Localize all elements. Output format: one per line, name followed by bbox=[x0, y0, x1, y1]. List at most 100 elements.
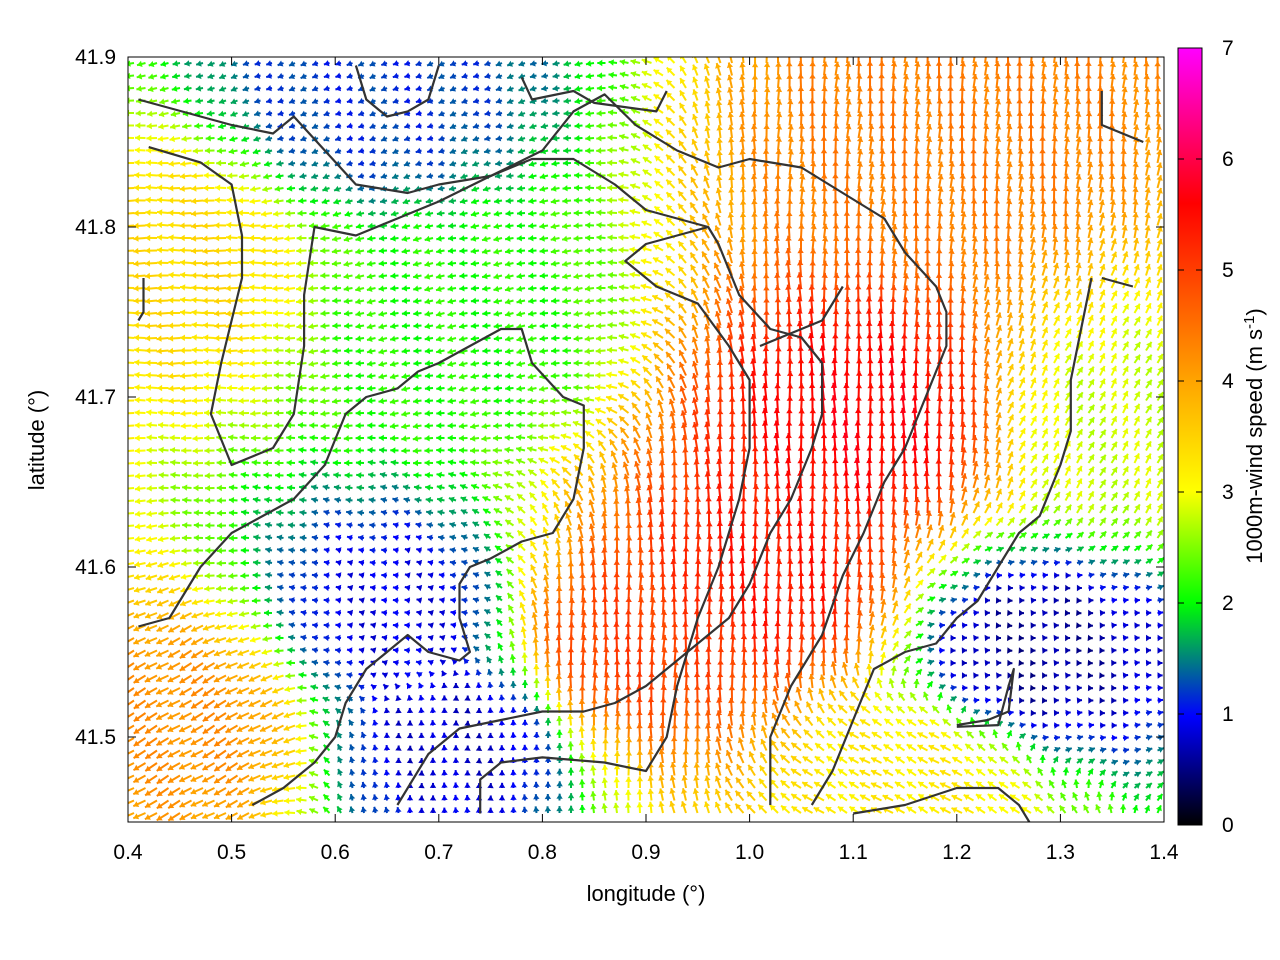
wind-arrow-head bbox=[960, 49, 966, 54]
wind-arrow bbox=[619, 71, 629, 78]
wind-arrow-head bbox=[1109, 61, 1116, 68]
wind-arrow-head bbox=[715, 63, 722, 69]
wind-arrow bbox=[254, 60, 261, 67]
wind-arrow-head bbox=[461, 72, 468, 79]
wind-arrow-head bbox=[122, 235, 127, 241]
wind-arrow bbox=[136, 85, 146, 92]
wind-arrow-head bbox=[641, 82, 648, 89]
wind-arrow bbox=[552, 60, 560, 67]
wind-arrow-head bbox=[983, 49, 989, 54]
wind-arrow bbox=[574, 85, 583, 92]
wind-arrow bbox=[754, 57, 757, 64]
wind-arrow-head bbox=[495, 73, 502, 79]
wind-arrow bbox=[552, 85, 560, 92]
wind-arrow-head bbox=[1028, 61, 1035, 67]
wind-arrow bbox=[563, 60, 572, 67]
wind-arrow bbox=[972, 49, 978, 64]
wind-arrow-head bbox=[1086, 49, 1092, 54]
wind-arrow bbox=[484, 72, 491, 79]
wind-arrow-head bbox=[518, 85, 525, 92]
wind-arrow-head bbox=[300, 73, 307, 79]
wind-arrow-head bbox=[172, 60, 179, 67]
wind-arrow bbox=[472, 60, 480, 67]
wind-arrow-head bbox=[495, 60, 502, 67]
wind-arrow bbox=[1085, 60, 1092, 76]
wind-arrow-head bbox=[855, 61, 863, 67]
wind-arrow-head bbox=[775, 49, 781, 54]
wind-arrow-head bbox=[666, 80, 673, 86]
wind-arrow bbox=[653, 69, 664, 77]
wind-arrow-head bbox=[219, 73, 226, 80]
wind-arrow-head bbox=[619, 83, 626, 91]
wind-arrow-head bbox=[323, 60, 330, 67]
wind-arrow-head bbox=[266, 60, 272, 67]
wind-arrow bbox=[357, 60, 365, 67]
wind-arrow-head bbox=[219, 85, 225, 92]
wind-arrow bbox=[597, 59, 606, 67]
wind-arrow bbox=[404, 85, 411, 92]
wind-arrow-head bbox=[585, 60, 592, 67]
wind-arrow-head bbox=[473, 60, 479, 67]
wind-arrow-head bbox=[704, 76, 711, 82]
wind-arrow bbox=[323, 85, 330, 92]
wind-arrow-head bbox=[563, 72, 570, 80]
wind-arrow-head bbox=[1143, 49, 1149, 54]
wind-arrow-head bbox=[122, 185, 127, 191]
wind-arrow bbox=[1016, 60, 1023, 76]
wind-arrow bbox=[1052, 61, 1059, 76]
wind-arrow bbox=[218, 85, 227, 92]
wind-arrow-shaft bbox=[1099, 57, 1102, 64]
wind-arrow bbox=[925, 48, 931, 64]
wind-arrow-head bbox=[346, 72, 353, 79]
wind-arrow bbox=[924, 60, 932, 76]
wind-arrow-head bbox=[1052, 61, 1059, 68]
wind-arrow-head bbox=[972, 49, 978, 55]
wind-arrow-head bbox=[727, 50, 733, 56]
wind-arrow-head bbox=[641, 70, 648, 77]
wind-arrow-head bbox=[552, 60, 559, 67]
wind-arrow bbox=[415, 60, 422, 67]
wind-arrow-head bbox=[123, 147, 128, 153]
wind-arrow-shaft bbox=[1053, 57, 1056, 64]
wind-arrow-head bbox=[619, 59, 626, 66]
wind-arrow-head bbox=[1016, 60, 1023, 66]
wind-arrow-shaft bbox=[693, 57, 699, 64]
wind-arrow bbox=[529, 72, 537, 79]
wind-arrow-shaft bbox=[972, 57, 976, 64]
wind-arrow-head bbox=[207, 73, 214, 80]
wind-arrow bbox=[834, 57, 838, 64]
wind-arrow-head bbox=[1041, 49, 1047, 54]
wind-arrow bbox=[619, 83, 629, 91]
wind-arrow bbox=[775, 61, 782, 76]
wind-arrow bbox=[667, 57, 676, 64]
wind-arrow-head bbox=[266, 85, 272, 92]
wind-arrow-head bbox=[763, 62, 771, 68]
wind-arrow bbox=[160, 60, 169, 67]
wind-arrow-head bbox=[1063, 61, 1070, 67]
wind-arrow bbox=[797, 60, 804, 76]
wind-arrow bbox=[641, 82, 652, 89]
wind-arrow-head bbox=[563, 60, 570, 67]
wind-arrow bbox=[563, 72, 572, 80]
wind-arrow bbox=[265, 60, 273, 67]
wind-arrow bbox=[1030, 57, 1033, 64]
wind-arrow-head bbox=[518, 60, 525, 67]
wind-arrow bbox=[265, 85, 273, 92]
wind-arrow bbox=[184, 72, 192, 79]
wind-arrow-head bbox=[1121, 61, 1128, 68]
wind-arrow-head bbox=[529, 85, 536, 92]
wind-arrow-head bbox=[404, 85, 411, 92]
wind-arrow-head bbox=[608, 59, 614, 66]
wind-arrow-head bbox=[925, 48, 931, 53]
wind-arrow-head bbox=[438, 60, 445, 67]
wind-arrow-head bbox=[254, 60, 261, 67]
wind-arrow-head bbox=[159, 85, 166, 93]
wind-arrow bbox=[300, 85, 307, 92]
wind-arrow-head bbox=[415, 60, 422, 67]
wind-arrow bbox=[438, 73, 445, 80]
wind-arrow bbox=[288, 60, 296, 67]
wind-arrow bbox=[147, 85, 158, 93]
wind-arrow-head bbox=[404, 72, 411, 79]
wind-arrow-head bbox=[715, 51, 721, 57]
